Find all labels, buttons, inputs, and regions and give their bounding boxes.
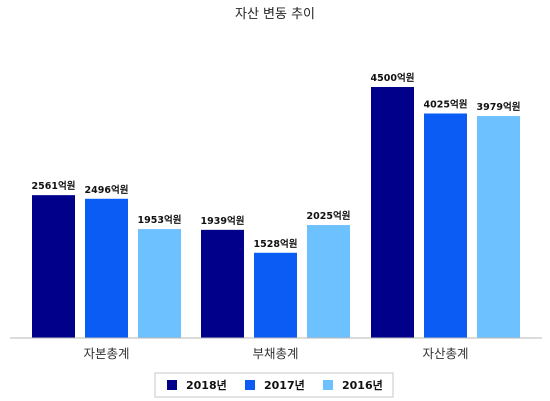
category-label-3: 자산총계 <box>422 346 468 361</box>
bar-1-3 <box>371 87 414 338</box>
legend-swatch-1 <box>167 380 177 390</box>
category-label-2: 부채총계 <box>252 346 298 361</box>
legend-swatch-3 <box>323 380 333 390</box>
data-label-2-3: 4025억원 <box>424 98 468 110</box>
bar-3-2 <box>307 225 350 338</box>
bar-1-1 <box>32 195 75 338</box>
bars-layer <box>32 87 520 339</box>
data-label-3-1: 1953억원 <box>138 214 182 226</box>
bar-2-3 <box>424 113 467 338</box>
legend-items: 2018년 2017년 2016년 <box>167 378 383 392</box>
bar-2-1 <box>85 198 128 338</box>
category-label-1: 자본총계 <box>83 346 129 361</box>
legend-label-1: 2018년 <box>186 378 227 392</box>
legend: 2018년 2017년 2016년 <box>154 372 394 398</box>
data-label-1-1: 2561억원 <box>32 180 76 192</box>
legend-label-3: 2016년 <box>342 378 383 392</box>
data-label-3-2: 2025억원 <box>307 210 351 222</box>
legend-label-2: 2017년 <box>264 378 305 392</box>
legend-frame <box>154 372 394 398</box>
bar-1-2 <box>201 229 244 338</box>
data-labels-layer: 2561억원 2496억원 1953억원 1939억원 1528억원 2025억원 4500… <box>32 72 521 250</box>
chart-title: 자산 변동 추이 <box>235 7 315 22</box>
data-label-3-3: 3979억원 <box>477 101 521 113</box>
category-labels-layer: 자본총계 부채총계 자산총계 <box>83 346 468 361</box>
legend-swatch-2 <box>245 380 255 390</box>
data-label-1-2: 1939억원 <box>201 215 245 227</box>
data-label-2-2: 1528억원 <box>254 238 298 250</box>
bar-2-2 <box>254 252 297 338</box>
bar-3-1 <box>138 229 181 338</box>
data-label-1-3: 4500억원 <box>371 72 415 84</box>
bar-3-3 <box>477 116 520 339</box>
data-label-2-1: 2496억원 <box>85 184 129 196</box>
